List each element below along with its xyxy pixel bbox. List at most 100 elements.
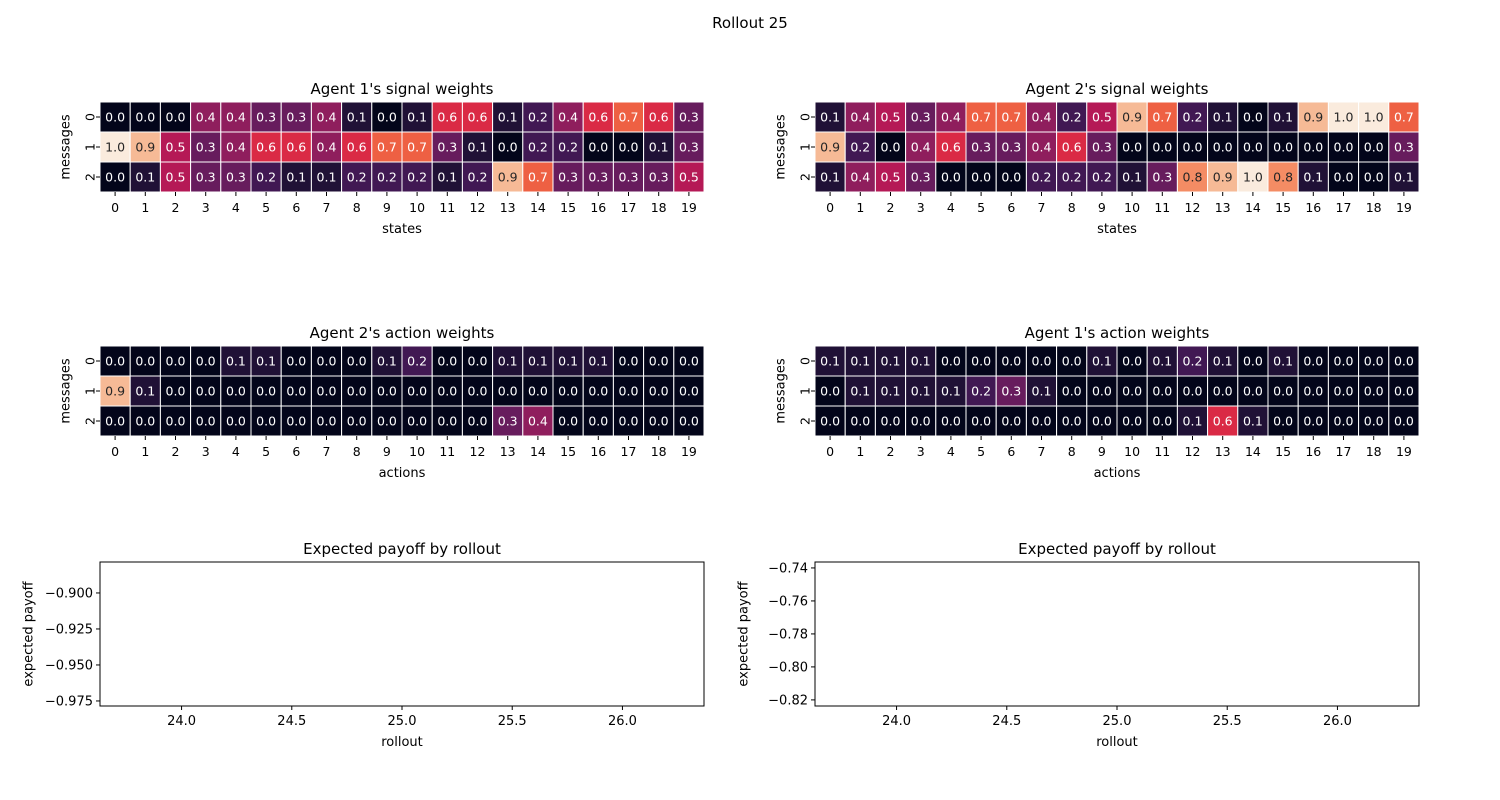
heatmap-cell [1237, 131, 1269, 163]
cell-label: 0.0 [588, 140, 608, 155]
cell-label: 0.0 [1032, 414, 1052, 429]
cell-label: 0.0 [196, 384, 216, 399]
cell-label: 0.0 [105, 354, 125, 369]
cell-label: 0.0 [317, 384, 337, 399]
cell-label: 0.0 [317, 354, 337, 369]
cell-label: 0.1 [820, 110, 840, 125]
cell-label: 0.0 [1394, 414, 1414, 429]
cell-label: 0.4 [196, 110, 216, 125]
heatmap-cell [1237, 345, 1269, 377]
heatmap-cell [1146, 375, 1178, 407]
cell-label: 0.0 [166, 354, 186, 369]
heatmap-cell [461, 161, 494, 193]
heatmap-title: Agent 1's action weights [1025, 324, 1210, 342]
cell-label: 0.1 [1394, 170, 1414, 185]
x-tick-label: 2 [887, 200, 895, 215]
heatmap-cell [280, 161, 312, 193]
cell-label: 0.0 [1213, 140, 1233, 155]
x-tick-label: 4 [232, 444, 240, 459]
cell-label: 0.9 [105, 384, 125, 399]
cell-label: 0.6 [437, 110, 457, 125]
x-tick-label: 3 [202, 444, 210, 459]
cell-label: 0.5 [881, 110, 901, 125]
cell-label: 0.0 [1001, 354, 1021, 369]
cell-label: 0.0 [468, 354, 488, 369]
x-tick-label: 7 [323, 444, 331, 459]
x-tick-label: 15 [1275, 200, 1291, 215]
cell-label: 0.0 [1122, 384, 1142, 399]
x-tick-label: 8 [1068, 444, 1076, 459]
cell-label: 0.0 [1032, 354, 1052, 369]
cell-label: 0.0 [619, 414, 639, 429]
cell-label: 0.2 [407, 354, 427, 369]
x-tick-label: 11 [439, 200, 455, 215]
heatmap-cell [522, 345, 554, 377]
cell-label: 0.1 [498, 110, 518, 125]
cell-label: 0.2 [468, 170, 488, 185]
x-tick-label: 13 [1215, 200, 1231, 215]
cell-label: 0.0 [498, 140, 518, 155]
x-tick-label: 1 [141, 444, 149, 459]
heatmap-cell [1207, 345, 1239, 377]
heatmap-cell [1267, 101, 1299, 133]
cell-label: 0.0 [911, 414, 931, 429]
x-tick-label: 19 [681, 200, 697, 215]
x-tick-label: 15 [560, 200, 576, 215]
heatmap-cell [935, 405, 967, 437]
cell-label: 0.0 [1092, 414, 1112, 429]
cell-label: 0.0 [619, 140, 639, 155]
heatmap-cell [522, 375, 554, 407]
y-tick-label: 0 [83, 357, 98, 365]
cell-label: 0.4 [317, 110, 337, 125]
cell-label: 0.1 [226, 354, 246, 369]
x-tick-label: 24.0 [167, 714, 196, 729]
x-tick-label: 18 [651, 200, 667, 215]
heatmap-cell [492, 101, 524, 133]
cell-label: 0.0 [1334, 384, 1354, 399]
cell-label: 0.0 [1122, 414, 1142, 429]
heatmap-cell [371, 405, 403, 437]
heatmap-cell [1327, 131, 1360, 163]
heatmap-cell [310, 375, 343, 407]
cell-label: 0.0 [1152, 414, 1172, 429]
x-axis-label: rollout [1096, 735, 1138, 750]
heatmap-cell [522, 161, 554, 193]
cell-label: 0.1 [377, 354, 397, 369]
cell-label: 0.0 [377, 384, 397, 399]
cell-label: 0.9 [820, 140, 840, 155]
x-tick-label: 15 [560, 444, 576, 459]
payoff-panel-1: Expected payoff by rollout 24.0 24.5 25.0 25… [737, 540, 1420, 750]
heatmap-cell [874, 405, 907, 437]
x-tick-label: 25.5 [1213, 714, 1242, 729]
x-tick-label: 6 [1007, 200, 1015, 215]
x-tick-label: 0 [826, 444, 834, 459]
y-axis-label: messages [774, 358, 789, 423]
cell-label: 0.1 [498, 354, 518, 369]
cell-label: 0.0 [196, 414, 216, 429]
cell-label: 0.4 [226, 110, 246, 125]
x-tick-label: 3 [202, 200, 210, 215]
cell-label: 0.3 [286, 110, 306, 125]
x-tick-label: 13 [1215, 444, 1231, 459]
cell-label: 0.1 [1152, 354, 1172, 369]
x-tick-label: 3 [917, 200, 925, 215]
cell-label: 0.2 [1032, 170, 1052, 185]
cell-label: 0.0 [941, 354, 961, 369]
cell-label: 0.0 [437, 384, 457, 399]
heatmap-cell [461, 375, 494, 407]
heatmap-cell [461, 345, 494, 377]
y-tick-label: 2 [83, 173, 98, 181]
cell-label: 0.1 [1213, 354, 1233, 369]
cell-label: 0.0 [1092, 384, 1112, 399]
heatmap-cell [673, 101, 705, 133]
y-tick-label: −0.950 [45, 658, 93, 673]
x-tick-label: 14 [530, 444, 546, 459]
x-tick-label: 9 [1098, 444, 1106, 459]
x-tick-label: 17 [621, 444, 637, 459]
heatmap-cell [1388, 375, 1420, 407]
heatmap-cell [492, 161, 524, 193]
cell-label: 0.3 [498, 414, 518, 429]
cell-label: 0.4 [941, 110, 961, 125]
cell-label: 0.0 [1303, 384, 1323, 399]
